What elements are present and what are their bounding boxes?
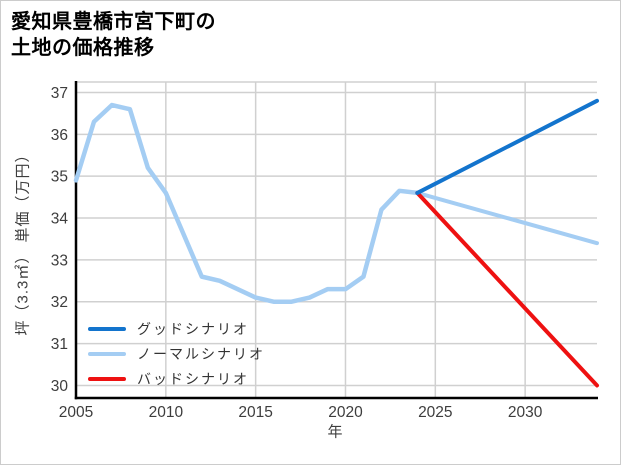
y-tick-label: 36	[51, 127, 68, 144]
chart-legend: グッドシナリオ ノーマルシナリオ バッドシナリオ	[88, 316, 265, 391]
series-line-good	[415, 98, 599, 195]
tick-labels: 30 31 32 33 34 35 36 37 2005 2010 2015 2020 2025 2030	[51, 85, 543, 421]
y-tick-label: 35	[51, 169, 68, 186]
legend-swatch-normal	[88, 351, 126, 356]
y-tick-label: 33	[51, 252, 68, 269]
legend-label-bad: バッドシナリオ	[137, 370, 249, 387]
series-line-history	[73, 102, 420, 304]
legend-item-bad: バッドシナリオ	[88, 366, 265, 391]
x-axis-label: 年	[327, 423, 343, 441]
x-tick-label: 2030	[508, 404, 543, 421]
series-line-bad	[415, 190, 599, 388]
series-line-normal	[415, 190, 599, 246]
legend-swatch-bad	[88, 376, 126, 381]
y-tick-label: 32	[51, 294, 68, 311]
legend-swatch-good	[88, 326, 126, 331]
legend-item-normal: ノーマルシナリオ	[88, 341, 265, 366]
legend-label-normal: ノーマルシナリオ	[137, 345, 265, 362]
legend-item-good: グッドシナリオ	[88, 316, 265, 341]
legend-label-good: グッドシナリオ	[137, 320, 249, 337]
axes	[74, 81, 598, 400]
chart-title: 愛知県豊橋市宮下町の 土地の価格推移	[11, 9, 216, 61]
y-tick-label: 37	[51, 85, 68, 102]
y-tick-label: 34	[51, 211, 69, 228]
x-tick-label: 2020	[328, 404, 363, 421]
x-tick-label: 2015	[238, 404, 272, 421]
x-tick-label: 2025	[418, 404, 452, 421]
x-tick-label: 2010	[149, 404, 184, 421]
y-tick-label: 30	[51, 378, 69, 395]
chart-title-line2: 土地の価格推移	[11, 37, 155, 59]
x-tick-label: 2005	[59, 404, 93, 421]
y-tick-label: 31	[51, 336, 68, 353]
chart-title-line1: 愛知県豊橋市宮下町の	[11, 11, 216, 33]
